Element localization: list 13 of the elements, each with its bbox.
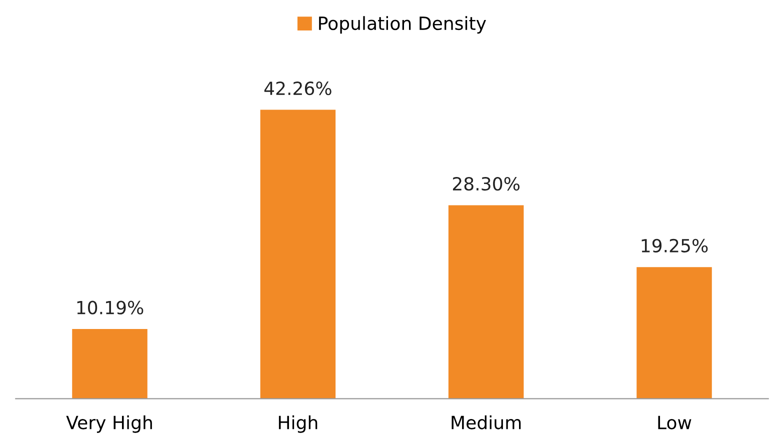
legend-label: Population Density: [319, 16, 486, 34]
bar: [636, 267, 712, 399]
bar: [72, 329, 148, 399]
data-label: 28.30%: [452, 176, 520, 191]
x-tick-label: Medium: [452, 415, 521, 430]
x-tick-label: Low: [658, 416, 692, 430]
bar: [448, 205, 524, 399]
data-label: 19.25%: [642, 238, 708, 252]
data-label: 42.26%: [264, 82, 332, 96]
x-tick-label: High: [278, 415, 318, 433]
bar: [260, 110, 336, 399]
data-label: 10.19%: [77, 300, 144, 314]
x-tick-label: Very High: [66, 415, 152, 433]
